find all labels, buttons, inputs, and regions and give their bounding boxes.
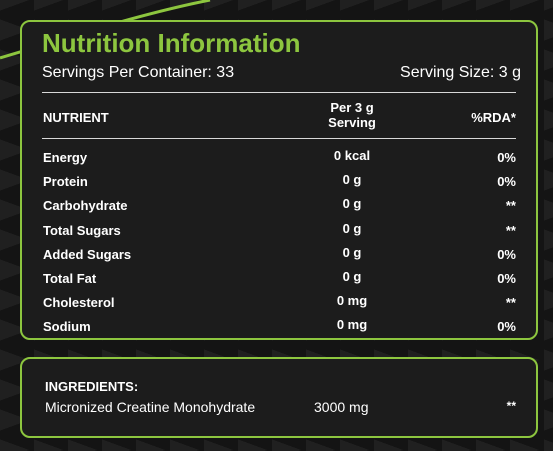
column-header-line: Serving [328, 115, 376, 130]
nutrient-name: Total Fat [43, 271, 97, 286]
ingredients-heading: INGREDIENTS: [45, 379, 139, 394]
column-header-line: Per 3 g [330, 100, 374, 115]
nutrient-amount: 0 g [342, 196, 362, 212]
nutrient-amount: 0 kcal [333, 148, 371, 163]
nutrient-amount: 0 mg [336, 317, 368, 333]
nutrient-rda: 0% [497, 271, 516, 286]
column-header: %RDA* [471, 110, 516, 125]
nutrient-name: Added Sugars [43, 246, 132, 262]
ingredient-name: Micronized Creatine Monohydrate [45, 399, 256, 415]
nutrient-name: Cholesterol [43, 295, 115, 311]
serving-size: Serving Size: 3 g [400, 64, 521, 81]
nutrient-name: Carbohydrate [43, 198, 128, 214]
nutrient-rda: ** [505, 198, 516, 214]
nutrient-rda: 0% [497, 319, 516, 335]
nutrient-name: Protein [43, 174, 88, 190]
nutrient-name: Sodium [43, 319, 91, 335]
title: Nutrition Information [42, 28, 301, 58]
nutrient-rda: 0% [497, 246, 516, 262]
servings-per-container: Servings Per Container: 33 [42, 64, 235, 81]
nutrient-name: Total Sugars [43, 222, 121, 238]
nutrient-amount: 0 g [342, 220, 362, 236]
nutrient-name: Energy [43, 150, 88, 165]
nutrient-amount: 0 g [342, 244, 362, 260]
ingredient-rda: ** [506, 399, 516, 413]
column-header: NUTRIENT [43, 110, 109, 125]
column-header: Per 3 g Serving [302, 100, 402, 130]
nutrient-rda: ** [505, 295, 516, 311]
nutrient-rda: 0% [497, 150, 516, 165]
nutrition-card: Nutrition Information Servings Per Conta… [20, 20, 538, 340]
nutrient-rda: 0% [497, 174, 516, 190]
divider [42, 92, 516, 93]
ingredient-amount: 3000 mg [314, 399, 369, 415]
nutrient-rda: ** [505, 222, 516, 238]
divider [42, 138, 516, 139]
nutrient-amount: 0 mg [336, 293, 368, 309]
ingredients-card: INGREDIENTS: Micronized Creatine Monohyd… [20, 357, 538, 438]
nutrient-amount: 0 g [342, 172, 362, 188]
nutrient-amount: 0 g [342, 269, 362, 284]
